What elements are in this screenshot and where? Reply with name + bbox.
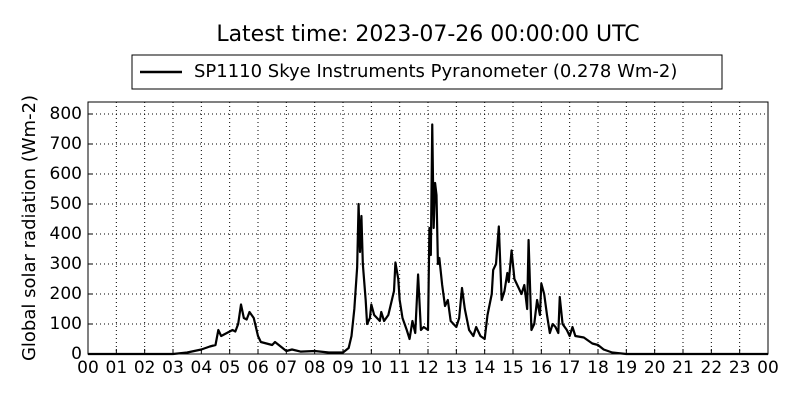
y-axis-label: Global solar radiation (Wm-2)	[19, 95, 40, 361]
x-tick-label: 23	[729, 358, 751, 378]
x-tick-label: 10	[361, 358, 383, 378]
x-tick-label: 11	[389, 358, 411, 378]
x-tick-label: 12	[417, 358, 439, 378]
x-tick-label: 06	[247, 358, 269, 378]
x-tick-label: 01	[106, 358, 128, 378]
x-tick-label: 04	[191, 358, 213, 378]
x-tick-label: 02	[134, 358, 156, 378]
x-tick-label: 18	[587, 358, 609, 378]
y-tick-label: 800	[50, 104, 82, 124]
y-tick-label: 300	[50, 254, 82, 274]
x-tick-label: 07	[276, 358, 298, 378]
y-tick-label: 700	[50, 134, 82, 154]
x-tick-label: 09	[332, 358, 354, 378]
series-line	[88, 123, 768, 356]
x-tick-label: 05	[219, 358, 241, 378]
x-tick-label: 17	[559, 358, 581, 378]
y-tick-label: 600	[50, 164, 82, 184]
x-tick-label: 16	[531, 358, 553, 378]
x-tick-label: 20	[644, 358, 666, 378]
x-tick-label: 14	[474, 358, 496, 378]
y-tick-label: 500	[50, 194, 82, 214]
x-tick-label: 22	[701, 358, 723, 378]
y-tick-label: 100	[50, 314, 82, 334]
y-tick-label: 0	[71, 344, 82, 364]
x-tick-label: 00	[77, 358, 99, 378]
x-tick-label: 03	[162, 358, 184, 378]
x-tick-label: 08	[304, 358, 326, 378]
x-tick-label: 13	[446, 358, 468, 378]
x-tick-label: 21	[672, 358, 694, 378]
plot-frame	[87, 101, 769, 355]
y-tick-label: 200	[50, 284, 82, 304]
legend-box	[131, 54, 723, 90]
y-tick-label: 400	[50, 224, 82, 244]
x-tick-label: 00	[757, 358, 779, 378]
x-tick-label: 15	[502, 358, 524, 378]
chart-title: Latest time: 2023-07-26 00:00:00 UTC	[216, 22, 639, 47]
x-tick-label: 19	[616, 358, 638, 378]
legend-label: SP1110 Skye Instruments Pyranometer (0.2…	[194, 61, 677, 82]
